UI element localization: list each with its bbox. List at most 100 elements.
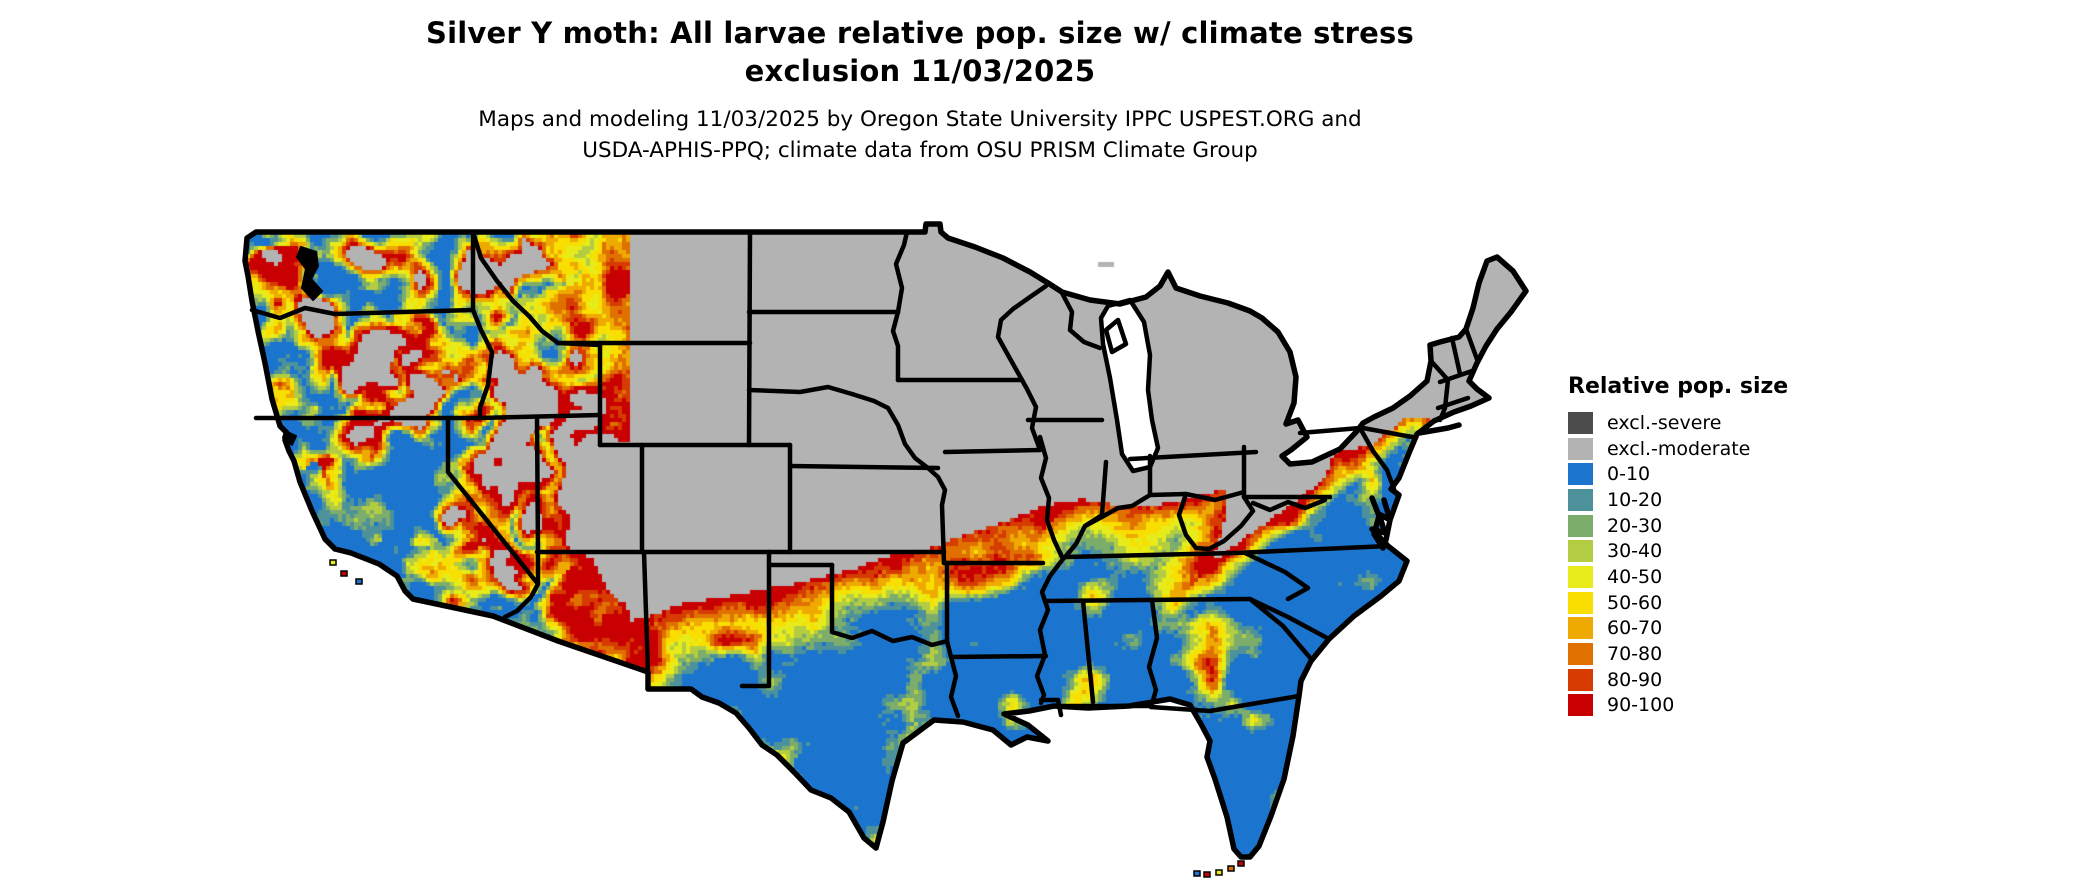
state-border [1176, 491, 1199, 551]
state-border [534, 415, 541, 587]
state-border [1437, 368, 1475, 385]
island-dot [1193, 870, 1201, 877]
state-border [1147, 489, 1247, 503]
coastline-detail [1381, 497, 1393, 543]
state-border [893, 229, 910, 315]
legend-label: 0-10 [1607, 463, 1651, 486]
state-border [944, 560, 961, 719]
legend-label: 10-20 [1607, 488, 1663, 511]
state-border [1247, 596, 1315, 663]
state-border [1435, 395, 1471, 411]
legend-label: 90-100 [1607, 694, 1675, 717]
legend-swatch [1568, 668, 1593, 691]
legend-item: 70-80 [1568, 641, 1788, 667]
state-border [739, 549, 772, 689]
legend-label: excl.-severe [1607, 411, 1722, 434]
coastal-waterbody [282, 430, 297, 446]
legend-item: 80-90 [1568, 667, 1788, 693]
state-border [1242, 550, 1311, 602]
state-border [1034, 434, 1066, 706]
state-border [1360, 425, 1415, 440]
state-border [1146, 597, 1160, 710]
state-border [787, 463, 941, 471]
state-border [253, 412, 603, 421]
state-border [1060, 492, 1153, 562]
coastline-detail [1369, 495, 1386, 551]
legend-swatch [1568, 488, 1593, 511]
state-border [1297, 425, 1363, 436]
state-border [470, 229, 495, 421]
legend-swatch [1568, 643, 1593, 666]
state-border [445, 415, 541, 620]
state-border [829, 562, 950, 648]
legend-swatch [1568, 514, 1593, 537]
state-border [935, 474, 948, 566]
state-border [1250, 497, 1328, 513]
state-border [890, 309, 901, 383]
legend-swatch [1568, 591, 1593, 614]
island-dot [1227, 865, 1235, 872]
state-border [1449, 335, 1463, 377]
state-border [1038, 697, 1064, 718]
state-border [641, 549, 651, 675]
state-border [1063, 550, 1238, 560]
island-dot [329, 559, 337, 566]
state-border [1232, 543, 1391, 556]
state-border [1019, 377, 1043, 453]
legend-item: 40-50 [1568, 564, 1788, 590]
state-border [1247, 596, 1332, 642]
state-border [746, 384, 891, 411]
legend-label: 40-50 [1607, 565, 1663, 588]
coastline-detail [1416, 422, 1462, 436]
legend-item: 50-60 [1568, 590, 1788, 616]
state-border [948, 653, 1049, 660]
legend-swatch [1568, 565, 1593, 588]
legend-swatch [1568, 694, 1593, 717]
state-border [1193, 494, 1256, 552]
legend-item: excl.-severe [1568, 410, 1788, 436]
state-border [1357, 425, 1397, 492]
legend-item: 10-20 [1568, 487, 1788, 513]
state-border [942, 447, 1043, 455]
legend-swatch [1568, 617, 1593, 640]
state-border [746, 229, 753, 448]
state-border [1059, 290, 1103, 351]
legend-item: 60-70 [1568, 616, 1788, 642]
state-border [995, 283, 1049, 383]
legend-label: 30-40 [1607, 540, 1663, 563]
island-dot [355, 578, 363, 585]
legend: Relative pop. size excl.-severe excl.-mod… [1568, 374, 1788, 718]
legend-item: 90-100 [1568, 693, 1788, 719]
state-border [1428, 358, 1451, 423]
island-dot [1215, 869, 1223, 876]
legend-label: 50-60 [1607, 591, 1663, 614]
great-lake [1103, 317, 1129, 355]
legend-label: 70-80 [1607, 643, 1663, 666]
legend-label: 80-90 [1607, 668, 1663, 691]
legend-label: 20-30 [1607, 514, 1663, 537]
island-dot [1237, 860, 1245, 867]
state-border [1463, 326, 1481, 365]
conus-outline [242, 221, 1529, 860]
legend-item: 0-10 [1568, 461, 1788, 487]
state-border [470, 229, 603, 348]
island-dot [1203, 871, 1211, 878]
legend-title: Relative pop. size [1568, 374, 1789, 399]
legend-swatch [1568, 540, 1593, 563]
legend-item: excl.-moderate [1568, 436, 1788, 462]
state-border [1148, 693, 1302, 714]
island-dot [340, 570, 348, 577]
state-border [1127, 449, 1259, 462]
state-border [249, 305, 476, 321]
legend-swatch [1568, 463, 1593, 486]
legend-items: excl.-severe excl.-moderate 0-10 10-20 20-30… [1568, 410, 1788, 718]
legend-label: excl.-moderate [1607, 437, 1751, 460]
coastal-waterbody [296, 246, 323, 301]
legend-swatch [1568, 437, 1593, 460]
state-border [1042, 596, 1253, 604]
legend-label: 60-70 [1607, 617, 1663, 640]
legend-item: 30-40 [1568, 538, 1788, 564]
